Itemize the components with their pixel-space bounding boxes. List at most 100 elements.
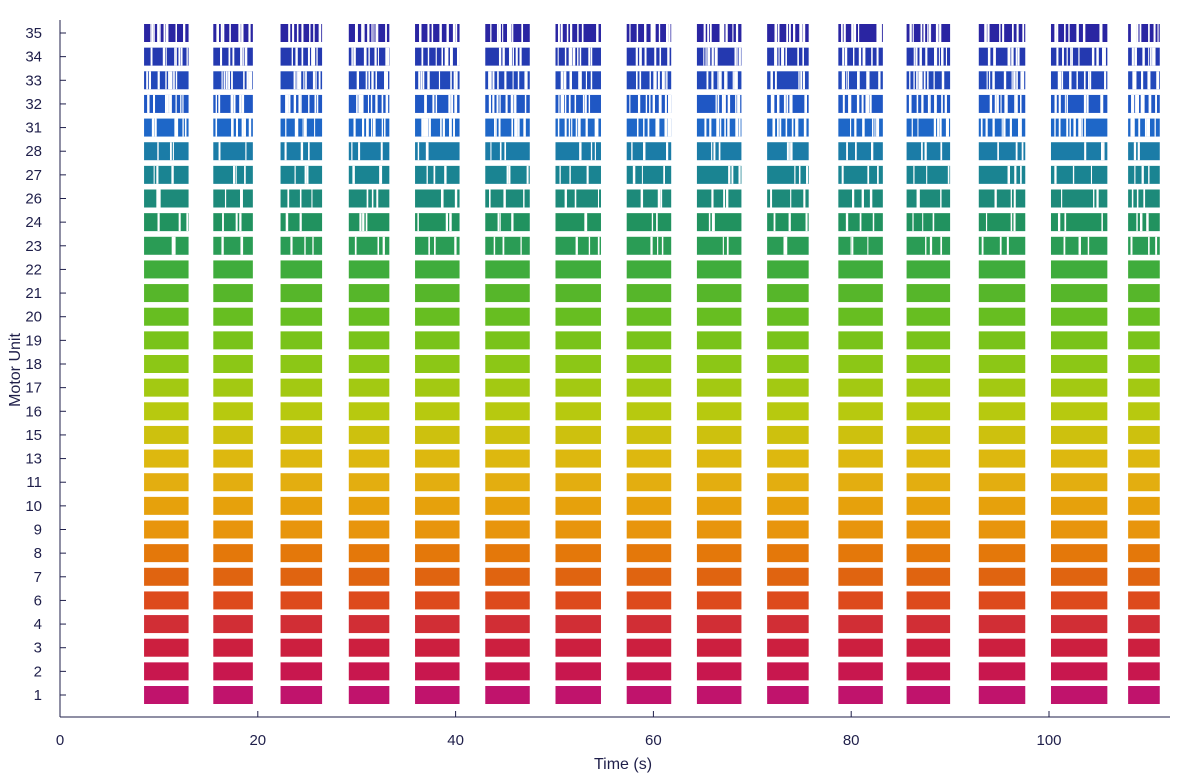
burst-bar xyxy=(626,567,672,586)
burst-bar xyxy=(1050,142,1108,161)
spike-burst xyxy=(906,71,951,90)
spike-gap xyxy=(1104,71,1107,90)
spike-gap xyxy=(1100,24,1103,42)
spike-gap xyxy=(1131,94,1134,113)
burst-bar xyxy=(280,496,323,515)
y-tick-label: 26 xyxy=(25,191,42,208)
spike-burst xyxy=(1128,425,1160,444)
spike-gap xyxy=(1059,94,1061,113)
spike-burst xyxy=(696,662,742,681)
spike-burst xyxy=(767,189,809,208)
spike-burst xyxy=(213,355,253,373)
spike-gap xyxy=(597,189,600,208)
spike-gap xyxy=(1139,24,1142,42)
spike-gap xyxy=(771,94,774,113)
spike-gap xyxy=(385,94,388,113)
spike-burst xyxy=(767,165,809,184)
spike-burst xyxy=(280,142,323,161)
burst-bar xyxy=(213,520,253,539)
spike-gap xyxy=(1001,118,1003,137)
spike-gap xyxy=(240,189,243,208)
burst-bar xyxy=(978,449,1026,468)
spike-gap xyxy=(376,189,379,208)
burst-bar xyxy=(485,284,530,303)
spike-burst xyxy=(978,24,1026,42)
spike-burst xyxy=(696,94,742,113)
spike-gap xyxy=(851,24,854,42)
burst-bar xyxy=(978,544,1026,563)
spike-gap xyxy=(225,71,228,90)
burst-bar xyxy=(696,662,742,681)
spike-burst xyxy=(485,615,530,634)
spike-gap xyxy=(240,47,242,66)
spike-gap xyxy=(912,213,914,232)
spike-gap xyxy=(159,24,161,42)
spike-gap xyxy=(930,24,932,42)
burst-bar xyxy=(485,449,530,468)
spike-gap xyxy=(936,47,938,66)
spike-burst xyxy=(144,24,189,42)
burst-bar xyxy=(280,449,323,468)
spike-gap xyxy=(170,71,173,90)
spike-gap xyxy=(158,189,161,208)
spike-burst xyxy=(415,425,460,444)
spike-gap xyxy=(424,118,427,137)
spike-gap xyxy=(1064,94,1066,113)
spike-gap xyxy=(424,94,426,113)
spike-burst xyxy=(144,520,189,539)
burst-bar xyxy=(555,355,601,373)
spike-gap xyxy=(163,24,166,42)
burst-bar xyxy=(555,425,601,444)
x-tick-label: 0 xyxy=(56,732,64,749)
spike-burst xyxy=(280,355,323,373)
spike-burst xyxy=(485,686,530,704)
burst-bar xyxy=(626,449,672,468)
burst-bar xyxy=(348,307,390,326)
spike-burst xyxy=(144,544,189,563)
spike-gap xyxy=(715,94,717,113)
spike-gap xyxy=(1057,71,1060,90)
spike-gap xyxy=(917,118,919,137)
spike-gap xyxy=(454,94,456,113)
spike-gap xyxy=(248,71,251,90)
spike-gap xyxy=(994,189,997,208)
spike-burst xyxy=(213,402,253,421)
burst-bar xyxy=(415,307,460,326)
spike-gap xyxy=(927,24,929,42)
spike-gap xyxy=(862,47,865,66)
spike-burst xyxy=(213,47,253,66)
spike-burst xyxy=(1128,615,1160,634)
burst-bar xyxy=(1128,284,1160,303)
spike-gap xyxy=(512,24,514,42)
spike-burst xyxy=(767,425,809,444)
spike-gap xyxy=(718,71,721,90)
burst-bar xyxy=(144,189,189,208)
spike-gap xyxy=(441,47,444,66)
spike-gap xyxy=(791,118,794,137)
spike-gap xyxy=(496,24,499,42)
spike-burst xyxy=(555,71,601,90)
spike-gap xyxy=(725,24,728,42)
spike-gap xyxy=(387,47,389,66)
y-tick-label: 22 xyxy=(25,261,42,278)
spike-gap xyxy=(304,236,306,255)
burst-bar xyxy=(415,71,460,90)
spike-gap xyxy=(922,213,924,232)
spike-burst xyxy=(767,94,809,113)
spike-burst xyxy=(144,496,189,515)
burst-bar xyxy=(838,496,883,515)
spike-gap xyxy=(629,94,631,113)
burst-bar xyxy=(696,425,742,444)
burst-bar xyxy=(626,615,672,634)
spike-gap xyxy=(1010,189,1012,208)
spike-gap xyxy=(924,142,927,161)
burst-bar xyxy=(906,236,951,255)
spike-gap xyxy=(384,118,386,137)
burst-bar xyxy=(280,686,323,704)
burst-bar xyxy=(1128,591,1160,610)
spike-gap xyxy=(314,118,316,137)
spike-gap xyxy=(370,94,373,113)
burst-bar xyxy=(767,355,809,373)
burst-bar xyxy=(696,520,742,539)
spike-burst xyxy=(696,473,742,492)
